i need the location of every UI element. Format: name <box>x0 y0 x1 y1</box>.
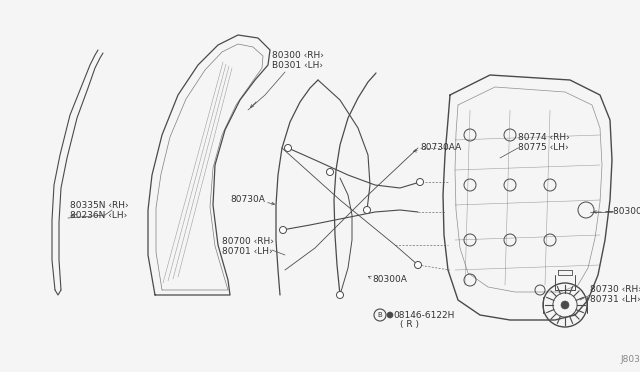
Text: 80700 ‹RH›: 80700 ‹RH› <box>222 237 274 247</box>
Circle shape <box>337 292 344 298</box>
Text: 80236N ‹LH›: 80236N ‹LH› <box>70 211 127 219</box>
Circle shape <box>561 301 569 309</box>
Text: 80300A: 80300A <box>372 276 407 285</box>
Circle shape <box>364 206 371 214</box>
Text: 80774 ‹RH›: 80774 ‹RH› <box>518 134 570 142</box>
Text: —80300J: —80300J <box>605 208 640 217</box>
Text: 80701 ‹LH›: 80701 ‹LH› <box>222 247 273 257</box>
Text: J803005M: J803005M <box>620 356 640 365</box>
Text: 80300 ‹RH›: 80300 ‹RH› <box>272 51 324 60</box>
Circle shape <box>415 262 422 269</box>
Text: 08146-6122H: 08146-6122H <box>393 311 454 320</box>
Text: 80730AA: 80730AA <box>420 144 461 153</box>
Circle shape <box>387 312 393 318</box>
Text: ( R ): ( R ) <box>400 321 419 330</box>
Circle shape <box>326 169 333 176</box>
Text: B0301 ‹LH›: B0301 ‹LH› <box>272 61 323 70</box>
Text: 80335N ‹RH›: 80335N ‹RH› <box>70 201 129 209</box>
Text: 80730 ‹RH›: 80730 ‹RH› <box>590 285 640 295</box>
Circle shape <box>417 179 424 186</box>
Text: B: B <box>378 312 382 318</box>
Circle shape <box>280 227 287 234</box>
Text: 80730A: 80730A <box>230 196 265 205</box>
Text: 80731 ‹LH›: 80731 ‹LH› <box>590 295 640 305</box>
Circle shape <box>285 144 291 151</box>
Text: 80775 ‹LH›: 80775 ‹LH› <box>518 144 568 153</box>
